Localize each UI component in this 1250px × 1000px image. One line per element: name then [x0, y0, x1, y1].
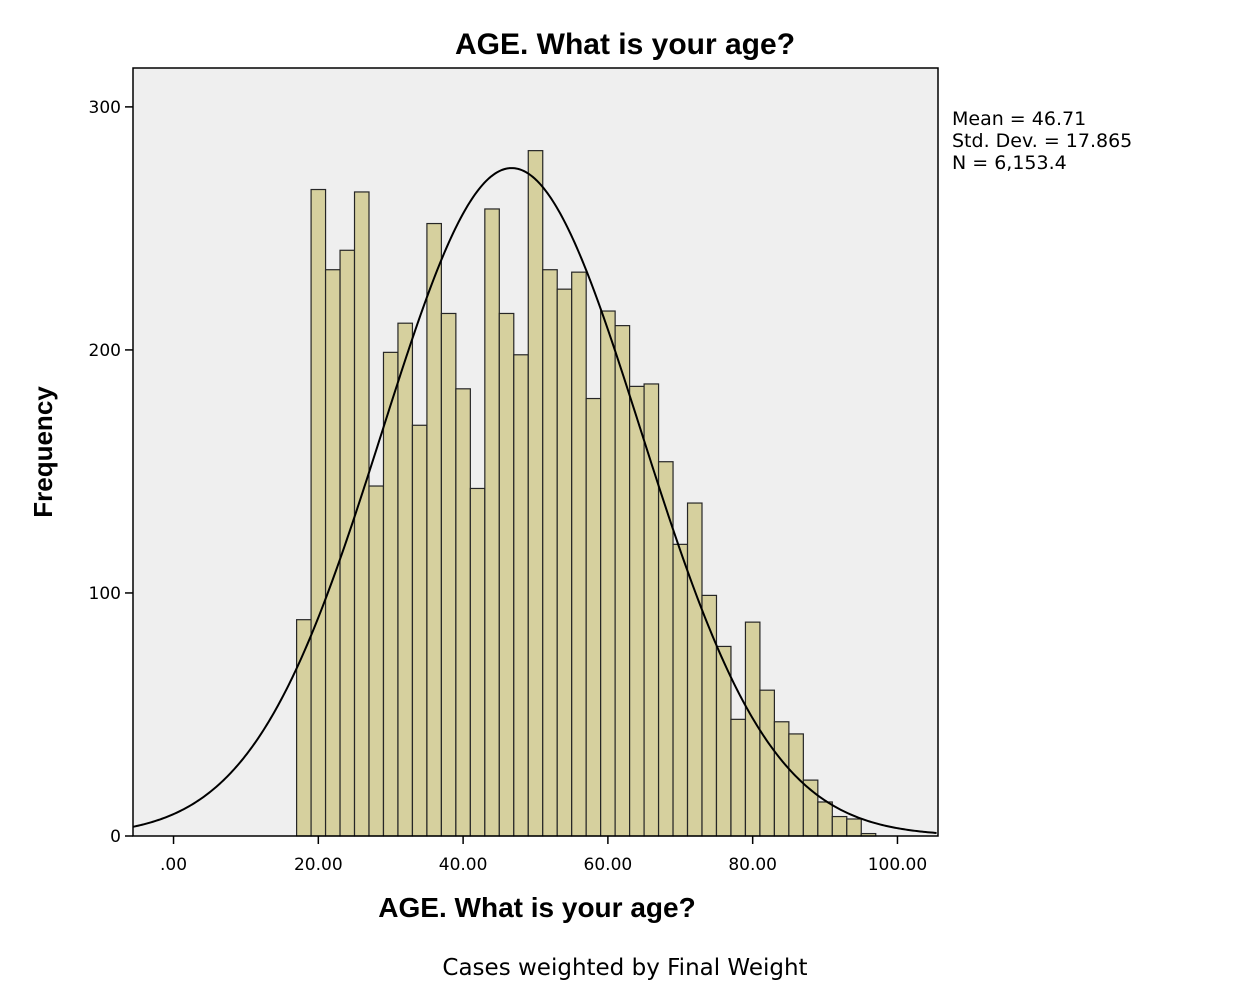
histogram-bar	[686, 502, 703, 837]
histogram-bar	[643, 383, 660, 837]
y-tick-label: 100	[89, 584, 121, 604]
y-tick-label: 0	[110, 827, 121, 847]
histogram-bar	[585, 397, 602, 837]
stat-mean: Mean = 46.71	[952, 108, 1086, 130]
histogram-bar	[556, 288, 573, 837]
histogram-bar	[744, 621, 761, 837]
histogram-bar	[629, 385, 645, 837]
histogram-bar	[817, 801, 833, 837]
histogram-bar	[672, 543, 689, 837]
histogram-bar	[831, 815, 848, 837]
x-axis-label: AGE. What is your age?	[378, 892, 695, 923]
histogram-bar	[527, 150, 544, 837]
stat-n: N = 6,153.4	[952, 152, 1067, 174]
histogram-bar	[657, 461, 674, 837]
footnote: Cases weighted by Final Weight	[442, 955, 807, 981]
histogram-bar	[600, 310, 616, 837]
x-tick-label: 40.00	[439, 855, 488, 875]
histogram-bar	[788, 733, 804, 837]
histogram-bar	[730, 718, 747, 837]
x-tick-label: 60.00	[584, 855, 633, 875]
x-tick-label: 80.00	[728, 855, 777, 875]
histogram-bar	[846, 818, 862, 837]
histogram-bar	[324, 269, 341, 837]
histogram-bar	[397, 322, 414, 837]
x-tick-label: .00	[160, 855, 187, 875]
histogram-bar	[469, 487, 486, 837]
histogram-bar	[542, 269, 558, 837]
chart-title: AGE. What is your age?	[455, 28, 795, 61]
y-tick-label: 200	[89, 341, 121, 361]
y-axis: 0 100 200 300	[89, 98, 133, 847]
histogram-bar	[513, 354, 529, 837]
normal-curve	[132, 167, 937, 834]
x-tick-label: 20.00	[294, 855, 343, 875]
histogram-bar	[411, 424, 428, 837]
histogram-bar	[339, 249, 356, 837]
histogram-bar	[310, 188, 327, 837]
histogram-bar	[773, 721, 790, 837]
histogram-bar	[498, 312, 515, 837]
histogram-bar	[614, 325, 631, 837]
histogram-bar	[571, 271, 587, 837]
stat-std-dev: Std. Dev. = 17.865	[952, 130, 1132, 152]
y-axis-label: Frequency	[28, 386, 58, 518]
histogram-bar	[484, 208, 500, 837]
histogram-bars	[296, 150, 877, 837]
histogram-bar	[368, 485, 385, 837]
y-tick-label: 300	[89, 98, 121, 118]
histogram-bar	[353, 191, 370, 837]
statistics-box: Mean = 46.71 Std. Dev. = 17.865 N = 6,15…	[952, 108, 1132, 174]
histogram-bar	[426, 222, 442, 837]
histogram-bar	[382, 351, 399, 837]
histogram-bar	[701, 594, 718, 837]
histogram-bar	[440, 312, 457, 837]
x-axis: .00 20.00 40.00 60.00 80.00 100.00	[160, 836, 927, 875]
plot-frame	[132, 67, 939, 837]
histogram-bar	[759, 689, 775, 837]
x-tick-label: 100.00	[868, 855, 927, 875]
histogram-bar	[455, 388, 471, 837]
